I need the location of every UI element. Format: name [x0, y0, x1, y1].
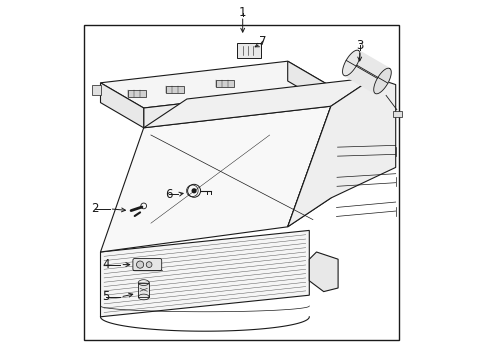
Bar [216, 80, 234, 87]
Text: 4: 4 [102, 258, 109, 271]
Polygon shape [101, 106, 330, 252]
Text: 5: 5 [102, 291, 109, 303]
Bar [165, 86, 183, 93]
Polygon shape [287, 77, 373, 227]
Bar [138, 283, 149, 297]
Polygon shape [143, 77, 373, 128]
Polygon shape [342, 50, 359, 76]
Bar [237, 43, 260, 58]
Text: 6: 6 [165, 188, 172, 201]
Circle shape [146, 262, 152, 267]
Bar [91, 85, 101, 95]
Polygon shape [287, 61, 330, 106]
Bar [128, 90, 146, 97]
Text: 2: 2 [91, 202, 99, 215]
Text: 7: 7 [258, 35, 265, 48]
Polygon shape [373, 68, 390, 94]
Polygon shape [101, 230, 309, 317]
Circle shape [136, 261, 143, 268]
Polygon shape [101, 61, 330, 108]
Bar [392, 111, 402, 117]
Text: 3: 3 [355, 39, 363, 51]
Circle shape [191, 188, 196, 193]
Polygon shape [101, 83, 143, 128]
Polygon shape [143, 86, 330, 128]
FancyBboxPatch shape [133, 258, 162, 271]
Polygon shape [342, 50, 388, 94]
Bar [84, 25, 399, 340]
Polygon shape [287, 77, 395, 227]
Polygon shape [309, 252, 337, 292]
Text: 1: 1 [239, 6, 246, 19]
